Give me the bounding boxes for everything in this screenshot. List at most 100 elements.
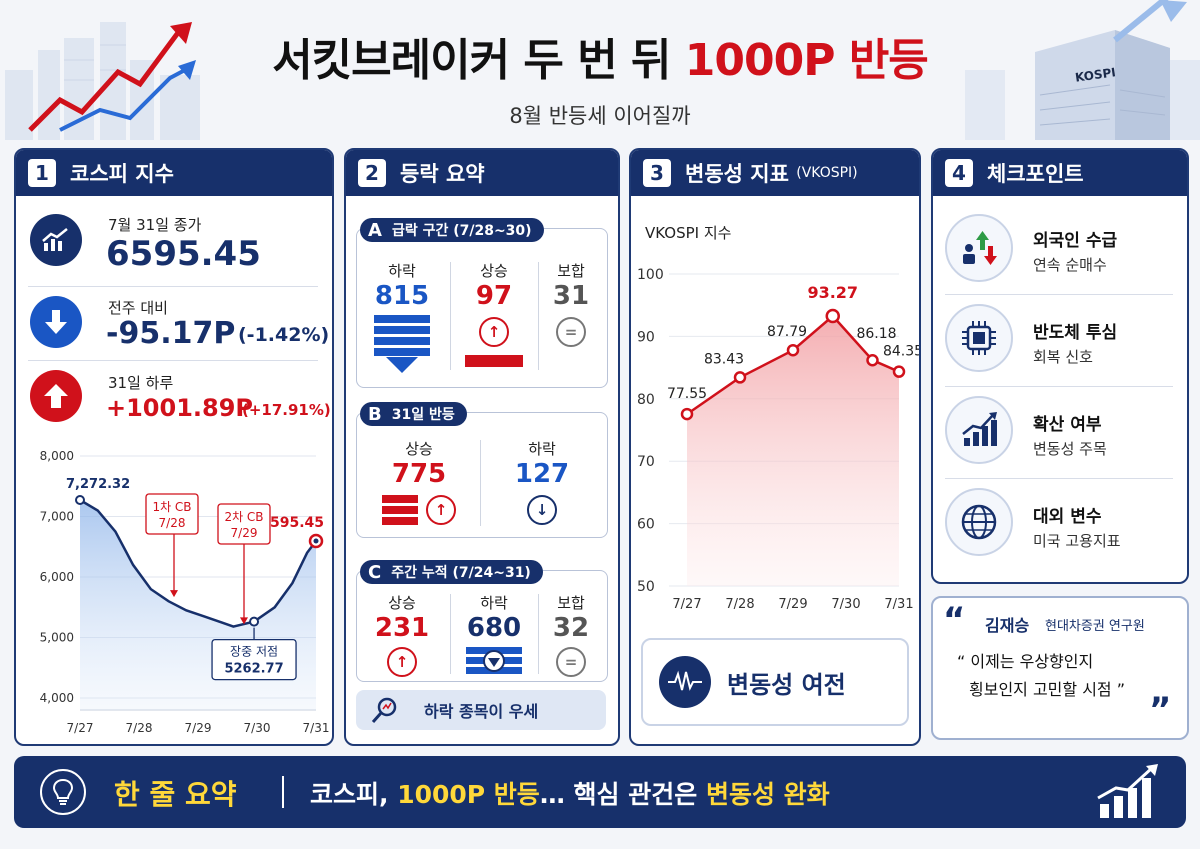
section-b-letter: B (368, 403, 382, 425)
x-tick-label: 7/28 (126, 721, 153, 734)
summary-text-pre: 코스피, (310, 780, 398, 809)
col-value: 31 (552, 281, 590, 311)
end-point-label: 6,595.45 (255, 515, 324, 531)
day-change-pct: (+17.91%) (242, 401, 331, 419)
panel1-header: 1 코스피 지수 (16, 150, 332, 196)
vkospi-panel: 3 변동성 지표 (VKOSPI) VKOSPI 지수 100 90 80 70 60 5… (629, 148, 921, 746)
summary-text-y2: 변동성 완화 (705, 780, 830, 809)
checkpoint-title: 확산 여부 (1033, 415, 1102, 435)
summary-label: 한 줄 요약 (114, 778, 237, 811)
section-b-header: B 31일 반등 (360, 402, 467, 426)
growth-chart-icon (945, 396, 1013, 464)
panel2-footer-text: 하락 종목이 우세 (424, 702, 539, 721)
y-tick-label: 5,000 (40, 631, 74, 645)
kospi-building-decoration: KOSPI (965, 0, 1200, 140)
advance-decline-panel: 2 등락 요약 A 급락 구간 (7/28~30) 하락 815 상승 97 ↑… (344, 148, 620, 746)
data-point (866, 353, 879, 367)
y-tick-label: 7,000 (40, 510, 74, 524)
summary-divider (282, 776, 284, 808)
start-point (75, 495, 85, 506)
cb-annotation-title: 1차 CB (152, 500, 191, 514)
equal-icon: = (556, 647, 586, 677)
col-value: 775 (391, 459, 447, 489)
checkpoint-sub: 연속 순매수 (1033, 256, 1107, 274)
chip-icon (945, 304, 1013, 372)
data-point (786, 343, 800, 357)
col-value: 32 (552, 613, 590, 643)
data-point (680, 407, 694, 421)
page-subtitle: 8월 반등세 이어질까 (509, 104, 691, 128)
panel4-number: 4 (945, 159, 973, 187)
cb-annotation-box (145, 493, 199, 535)
x-tick-label: 7/29 (185, 721, 212, 734)
data-point (892, 365, 906, 378)
analyst-affiliation: 현대차증권 연구원 (1045, 619, 1145, 634)
col-value: 680 (466, 613, 522, 643)
week-change-label: 전주 대비 (108, 299, 168, 317)
lightbulb-icon (40, 769, 86, 815)
section-b-title: 31일 반등 (391, 407, 455, 423)
panel2-footer: 하락 종목이 우세 (356, 690, 606, 730)
data-label: 93.27 (807, 283, 858, 302)
summary-text-y1: 1000P 반등 (397, 780, 540, 809)
summary-text-mid: … 핵심 관건은 (539, 780, 706, 809)
end-point-dot (313, 538, 319, 544)
panel3-title: 변동성 지표 (685, 162, 789, 186)
section-a-header: A 급락 구간 (7/28~30) (360, 218, 544, 242)
col-label: 상승 (405, 440, 433, 458)
section-a-letter: A (368, 219, 382, 241)
section-c-fall: 하락 680 (452, 592, 536, 683)
cb-annotation-arrow (170, 590, 178, 598)
section-b-fall: 하락 127 ↓ (482, 438, 602, 525)
divider (28, 286, 318, 287)
title-accent: 1000P 반등 (684, 35, 929, 86)
divider (28, 360, 318, 361)
checkpoint-sub: 변동성 주목 (1033, 440, 1107, 458)
checkpoint-title: 반도체 투심 (1033, 323, 1118, 343)
cb-annotation-arrow (240, 617, 248, 625)
panel3-title-small: (VKOSPI) (796, 165, 858, 181)
divider (945, 478, 1173, 479)
skyline-left-decoration (5, 22, 200, 140)
x-tick-label: 7/31 (303, 721, 330, 734)
panel4-header: 4 체크포인트 (933, 150, 1187, 196)
data-point (733, 371, 747, 384)
quote-line-1: “ 이제는 우상향인지 (957, 652, 1094, 671)
y-tick-label: 4,000 (40, 691, 74, 705)
y-tick-label: 60 (637, 517, 655, 533)
kospi-series-line (79, 498, 317, 628)
globe-icon (945, 488, 1013, 556)
divider (450, 594, 451, 674)
close-value: 6595.45 (106, 234, 261, 274)
day-change-value: +1001.89P (106, 394, 254, 422)
summary-bar: 한 줄 요약 코스피, 1000P 반등… 핵심 관건은 변동성 완화 (14, 756, 1186, 828)
x-tick-label: 7/30 (831, 597, 860, 612)
analyst-quote-box: “ 김재승 현대차증권 연구원 “ 이제는 우상향인지 횡보인지 고민할 시점 … (931, 596, 1189, 740)
divider (538, 262, 539, 370)
kospi-index-panel: 1 코스피 지수 7월 31일 종가 6595.45 전주 대비 -95.17P… (14, 148, 334, 746)
panel2-title: 등락 요약 (400, 162, 485, 186)
panel1-number: 1 (28, 159, 56, 187)
up-arrow-icon: ↑ (479, 317, 509, 347)
col-label: 하락 (528, 440, 556, 458)
col-label: 하락 (388, 262, 416, 280)
section-a-flat: 보합 31 = (538, 260, 604, 347)
up-arrow-icon: ↑ (387, 647, 417, 677)
close-label: 7월 31일 종가 (108, 216, 202, 234)
section-c-flat: 보합 32 = (538, 592, 604, 677)
vkospi-line-chart: 100 90 80 70 60 50 7/27 7/28 7/29 7/30 7/31 77.55 8… (637, 267, 919, 612)
kospi-area-chart: 8,000 7,000 6,000 5,000 4,000 7/27 7/28 7/29 7/3… (40, 449, 330, 734)
col-value: 815 (374, 281, 430, 311)
col-label: 하락 (480, 594, 508, 612)
col-label: 상승 (388, 594, 416, 612)
rise-bar (465, 355, 523, 367)
col-value: 231 (374, 613, 430, 643)
start-point-label: 7,272.32 (66, 477, 130, 492)
falling-bars-icon (374, 315, 430, 373)
trend-chart-icon (30, 214, 82, 266)
col-label: 보합 (557, 594, 585, 612)
section-a-rise: 상승 97 ↑ (452, 260, 536, 367)
panel4-title: 체크포인트 (987, 162, 1084, 186)
panel3-number: 3 (643, 159, 671, 187)
cb-annotation-date: 7/29 (231, 526, 258, 540)
